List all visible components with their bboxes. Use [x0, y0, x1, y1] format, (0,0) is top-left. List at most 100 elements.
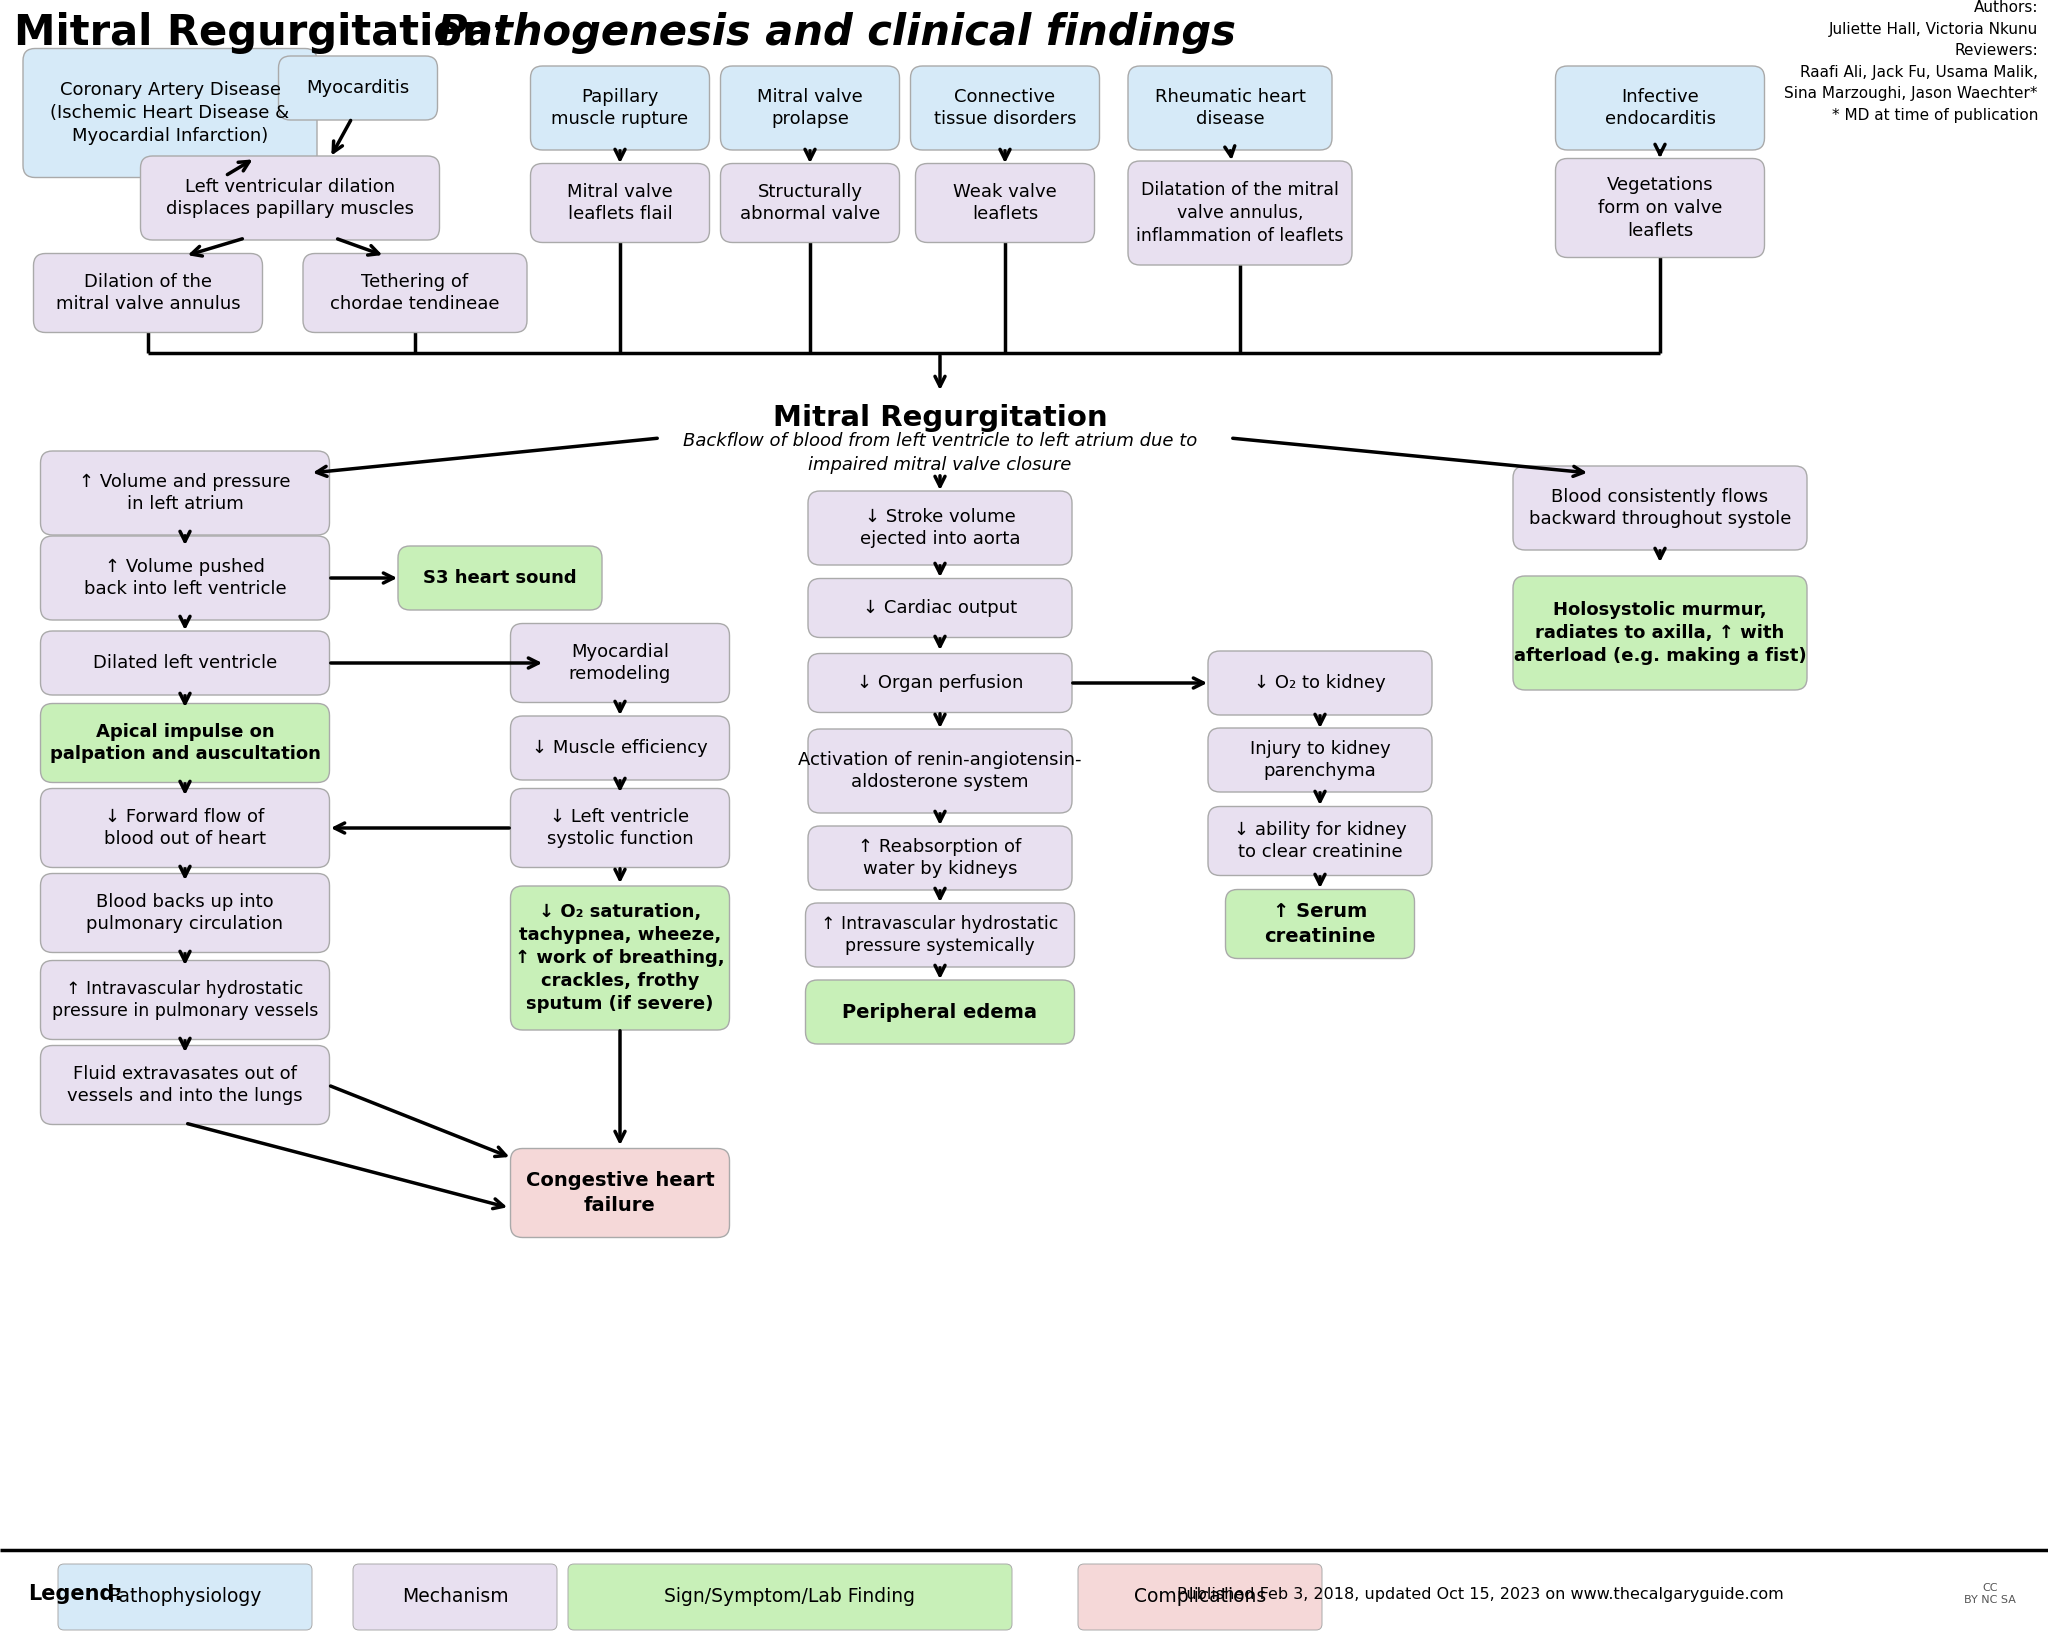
Text: S3 heart sound: S3 heart sound	[424, 568, 578, 586]
FancyBboxPatch shape	[915, 164, 1094, 242]
Text: Dilated left ventricle: Dilated left ventricle	[92, 654, 276, 672]
FancyBboxPatch shape	[510, 1148, 729, 1237]
Text: ↑ Intravascular hydrostatic
pressure in pulmonary vessels: ↑ Intravascular hydrostatic pressure in …	[51, 980, 317, 1020]
Text: Mechanism: Mechanism	[401, 1587, 508, 1607]
Text: Connective
tissue disorders: Connective tissue disorders	[934, 87, 1077, 128]
Text: ↓ Stroke volume
ejected into aorta: ↓ Stroke volume ejected into aorta	[860, 508, 1020, 549]
FancyBboxPatch shape	[809, 654, 1071, 713]
FancyBboxPatch shape	[33, 254, 262, 333]
Text: Published Feb 3, 2018, updated Oct 15, 2023 on www.thecalgaryguide.com: Published Feb 3, 2018, updated Oct 15, 2…	[1178, 1587, 1784, 1602]
FancyBboxPatch shape	[1128, 161, 1352, 265]
FancyBboxPatch shape	[721, 164, 899, 242]
FancyBboxPatch shape	[141, 156, 440, 241]
FancyBboxPatch shape	[1556, 66, 1765, 151]
FancyBboxPatch shape	[41, 960, 330, 1040]
Text: ↓ Organ perfusion: ↓ Organ perfusion	[856, 673, 1024, 691]
Text: Peripheral edema: Peripheral edema	[842, 1002, 1038, 1022]
Text: Myocardial
remodeling: Myocardial remodeling	[569, 642, 672, 683]
FancyBboxPatch shape	[1128, 66, 1331, 151]
Text: Activation of renin-angiotensin-
aldosterone system: Activation of renin-angiotensin- aldoste…	[799, 750, 1081, 791]
FancyBboxPatch shape	[41, 450, 330, 536]
Text: Pathogenesis and clinical findings: Pathogenesis and clinical findings	[436, 11, 1235, 54]
Text: Blood backs up into
pulmonary circulation: Blood backs up into pulmonary circulatio…	[86, 893, 283, 934]
Text: ↑ Serum
creatinine: ↑ Serum creatinine	[1264, 903, 1376, 945]
Text: ↑ Volume and pressure
in left atrium: ↑ Volume and pressure in left atrium	[80, 472, 291, 513]
Text: Mitral valve
leaflets flail: Mitral valve leaflets flail	[567, 182, 674, 223]
FancyBboxPatch shape	[303, 254, 526, 333]
Text: Pathophysiology: Pathophysiology	[109, 1587, 262, 1607]
Text: ↑ Volume pushed
back into left ventricle: ↑ Volume pushed back into left ventricle	[84, 557, 287, 598]
Text: Holosystolic murmur,
radiates to axilla, ↑ with
afterload (e.g. making a fist): Holosystolic murmur, radiates to axilla,…	[1513, 601, 1806, 665]
Text: Weak valve
leaflets: Weak valve leaflets	[952, 182, 1057, 223]
Text: Vegetations
form on valve
leaflets: Vegetations form on valve leaflets	[1597, 177, 1722, 239]
Text: Sign/Symptom/Lab Finding: Sign/Symptom/Lab Finding	[664, 1587, 915, 1607]
Text: Complications: Complications	[1135, 1587, 1266, 1607]
FancyBboxPatch shape	[805, 903, 1075, 966]
FancyBboxPatch shape	[1513, 577, 1806, 690]
Text: Left ventricular dilation
displaces papillary muscles: Left ventricular dilation displaces papi…	[166, 177, 414, 218]
FancyBboxPatch shape	[1208, 727, 1432, 793]
FancyBboxPatch shape	[1208, 650, 1432, 716]
Text: CC
BY NC SA: CC BY NC SA	[1964, 1584, 2015, 1605]
FancyBboxPatch shape	[397, 545, 602, 609]
Text: ↓ Left ventricle
systolic function: ↓ Left ventricle systolic function	[547, 808, 694, 848]
FancyBboxPatch shape	[809, 578, 1071, 637]
Text: Blood consistently flows
backward throughout systole: Blood consistently flows backward throug…	[1528, 488, 1792, 529]
Text: Mitral Regurgitation: Mitral Regurgitation	[772, 405, 1108, 432]
Text: Myocarditis: Myocarditis	[307, 79, 410, 97]
Text: ↓ O₂ saturation,
tachypnea, wheeze,
↑ work of breathing,
crackles, frothy
sputum: ↓ O₂ saturation, tachypnea, wheeze, ↑ wo…	[516, 903, 725, 1012]
Text: Backflow of blood from left ventricle to left atrium due to
impaired mitral valv: Backflow of blood from left ventricle to…	[682, 432, 1198, 473]
Text: Legend:: Legend:	[29, 1584, 123, 1604]
Text: Authors:
Juliette Hall, Victoria Nkunu
Reviewers:
Raafi Ali, Jack Fu, Usama Mali: Authors: Juliette Hall, Victoria Nkunu R…	[1784, 0, 2038, 123]
Text: Dilation of the
mitral valve annulus: Dilation of the mitral valve annulus	[55, 272, 240, 313]
FancyBboxPatch shape	[57, 1564, 311, 1630]
Text: ↓ Forward flow of
blood out of heart: ↓ Forward flow of blood out of heart	[104, 808, 266, 848]
Text: Tethering of
chordae tendineae: Tethering of chordae tendineae	[330, 272, 500, 313]
FancyBboxPatch shape	[41, 1045, 330, 1125]
Text: ↓ O₂ to kidney: ↓ O₂ to kidney	[1253, 673, 1386, 691]
FancyBboxPatch shape	[809, 729, 1071, 812]
Text: Infective
endocarditis: Infective endocarditis	[1604, 87, 1716, 128]
Text: Mitral Regurgitation:: Mitral Regurgitation:	[14, 11, 522, 54]
FancyBboxPatch shape	[1077, 1564, 1323, 1630]
Text: ↓ Muscle efficiency: ↓ Muscle efficiency	[532, 739, 709, 757]
FancyBboxPatch shape	[805, 980, 1075, 1043]
FancyBboxPatch shape	[510, 716, 729, 780]
Text: Coronary Artery Disease
(Ischemic Heart Disease &
Myocardial Infarction): Coronary Artery Disease (Ischemic Heart …	[51, 82, 289, 144]
Text: Rheumatic heart
disease: Rheumatic heart disease	[1155, 87, 1305, 128]
FancyBboxPatch shape	[809, 491, 1071, 565]
FancyBboxPatch shape	[809, 826, 1071, 889]
Text: Fluid extravasates out of
vessels and into the lungs: Fluid extravasates out of vessels and in…	[68, 1065, 303, 1106]
FancyBboxPatch shape	[352, 1564, 557, 1630]
FancyBboxPatch shape	[1225, 889, 1415, 958]
FancyBboxPatch shape	[1208, 806, 1432, 875]
FancyBboxPatch shape	[41, 631, 330, 695]
FancyBboxPatch shape	[510, 624, 729, 703]
FancyBboxPatch shape	[530, 66, 709, 151]
FancyBboxPatch shape	[1513, 465, 1806, 550]
Text: Apical impulse on
palpation and auscultation: Apical impulse on palpation and ausculta…	[49, 722, 319, 763]
Text: ↓ ability for kidney
to clear creatinine: ↓ ability for kidney to clear creatinine	[1233, 821, 1407, 862]
FancyBboxPatch shape	[23, 49, 317, 177]
FancyBboxPatch shape	[530, 164, 709, 242]
FancyBboxPatch shape	[911, 66, 1100, 151]
FancyBboxPatch shape	[510, 788, 729, 868]
FancyBboxPatch shape	[1556, 159, 1765, 257]
FancyBboxPatch shape	[279, 56, 438, 120]
FancyBboxPatch shape	[41, 873, 330, 953]
Text: Congestive heart
failure: Congestive heart failure	[526, 1171, 715, 1215]
FancyBboxPatch shape	[41, 703, 330, 783]
Text: Dilatation of the mitral
valve annulus,
inflammation of leaflets: Dilatation of the mitral valve annulus, …	[1137, 182, 1343, 246]
FancyBboxPatch shape	[510, 886, 729, 1030]
Text: Mitral valve
prolapse: Mitral valve prolapse	[758, 87, 862, 128]
FancyBboxPatch shape	[721, 66, 899, 151]
Text: ↑ Intravascular hydrostatic
pressure systemically: ↑ Intravascular hydrostatic pressure sys…	[821, 914, 1059, 955]
Text: ↑ Reabsorption of
water by kidneys: ↑ Reabsorption of water by kidneys	[858, 837, 1022, 878]
FancyBboxPatch shape	[567, 1564, 1012, 1630]
Text: Injury to kidney
parenchyma: Injury to kidney parenchyma	[1249, 739, 1391, 780]
Text: ↓ Cardiac output: ↓ Cardiac output	[862, 600, 1018, 618]
Text: Papillary
muscle rupture: Papillary muscle rupture	[551, 87, 688, 128]
FancyBboxPatch shape	[41, 788, 330, 868]
Text: Structurally
abnormal valve: Structurally abnormal valve	[739, 182, 881, 223]
FancyBboxPatch shape	[41, 536, 330, 621]
